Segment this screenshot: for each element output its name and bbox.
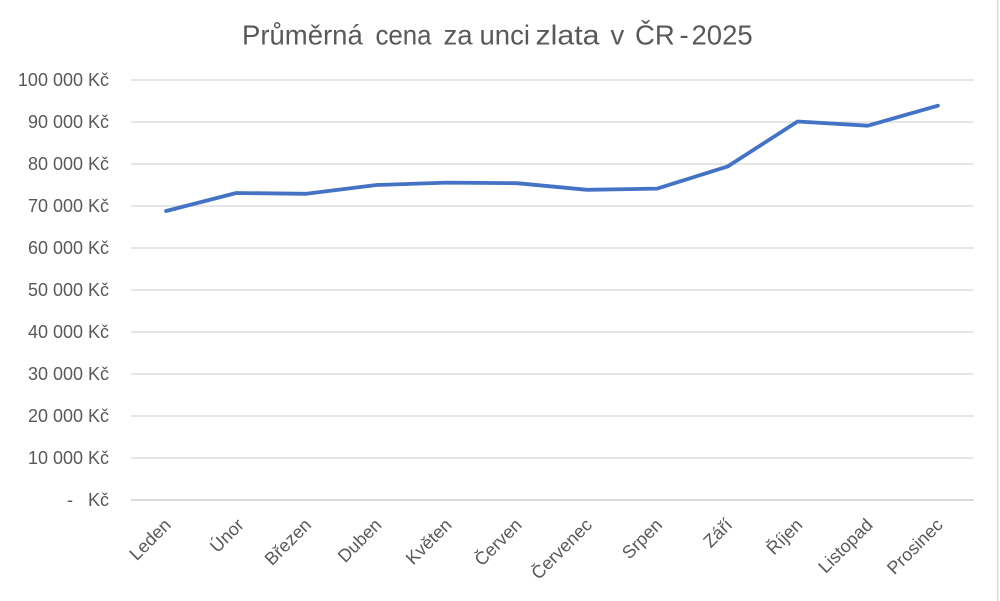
svg-text:40 000 Kč: 40 000 Kč (28, 322, 109, 342)
svg-text:90 000 Kč: 90 000 Kč (28, 112, 109, 132)
svg-text:50 000 Kč: 50 000 Kč (28, 280, 109, 300)
svg-text:80 000 Kč: 80 000 Kč (28, 154, 109, 174)
svg-text:100 000 Kč: 100 000 Kč (18, 70, 109, 90)
svg-text:60 000 Kč: 60 000 Kč (28, 238, 109, 258)
svg-text:30 000 Kč: 30 000 Kč (28, 364, 109, 384)
svg-text:- Kč: - Kč (67, 490, 109, 510)
svg-text:70 000 Kč: 70 000 Kč (28, 196, 109, 216)
svg-text:10 000 Kč: 10 000 Kč (28, 448, 109, 468)
svg-text:20 000 Kč: 20 000 Kč (28, 406, 109, 426)
